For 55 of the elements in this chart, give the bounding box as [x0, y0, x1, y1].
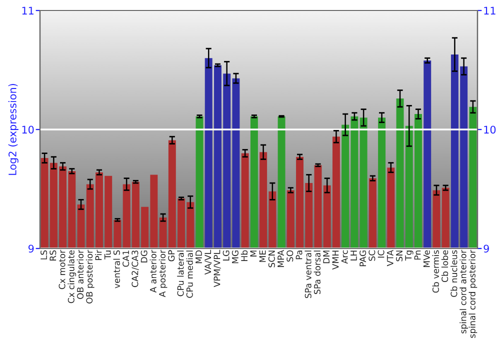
x-tick-label: CPu lateral	[177, 250, 184, 296]
x-tick-label: Cb vermis	[432, 250, 439, 293]
x-tick-label: VA/VL	[204, 250, 212, 275]
x-tick-label: CA2/CA3	[132, 250, 139, 288]
y-axis-title: Log2 (expression)	[8, 84, 18, 175]
x-tick-label: Tu	[104, 250, 111, 260]
x-tick-label: spinal cord anterior	[460, 250, 468, 334]
x-tick-label: LH	[350, 250, 357, 260]
x-tick-label: SPa dorsal	[314, 250, 320, 294]
y-tick-label: 9	[28, 244, 34, 253]
x-tick-label: SPa ventral	[304, 250, 312, 298]
x-tick-label: Tg	[405, 250, 414, 261]
x-tick-label: Pa	[296, 250, 302, 260]
x-tick-label: SC	[368, 250, 376, 261]
x-tick-label: GP	[168, 250, 175, 262]
x-tick-label: Cx cingulate	[68, 250, 76, 304]
x-tick-label: RS	[50, 250, 56, 260]
x-tick-label: SO	[286, 250, 294, 262]
x-tick-label: Cx motor	[58, 250, 66, 290]
x-tick-label: CA1	[122, 250, 130, 267]
x-tick-label: LS	[40, 250, 48, 260]
y-tick-label: 10	[22, 126, 34, 134]
y2-tick-label: 11	[484, 6, 496, 14]
y2-tick-label: 9	[484, 244, 489, 253]
x-tick-label: IC	[378, 250, 384, 258]
x-tick-label: OB anterior	[76, 250, 84, 299]
x-tick-label: A anterior	[150, 250, 156, 293]
x-tick-label: Arc	[341, 250, 348, 264]
x-tick-label: Cb nucleus	[450, 250, 458, 297]
x-tick-label: MG	[232, 250, 238, 264]
x-tick-label: A posterior	[158, 250, 168, 298]
x-tick-label: Pir	[95, 250, 102, 260]
x-tick-label: VPM/VPL	[214, 250, 221, 288]
x-tick-label: VMH	[332, 250, 339, 270]
x-tick-label: ME	[259, 250, 266, 262]
x-tick-label: spinal cord posterior	[468, 250, 478, 338]
y-tick-label: 11	[22, 6, 34, 14]
x-tick-label: VTA	[387, 250, 394, 266]
x-tick-label: MD	[196, 250, 202, 264]
x-tick-label: CPu medial	[186, 250, 193, 298]
x-tick-label: SN	[396, 250, 403, 262]
x-tick-label: OB posterior	[86, 250, 94, 304]
x-tick-label: Pn	[414, 250, 421, 260]
x-tick-label: SCN	[268, 250, 275, 268]
x-tick-label: M	[250, 250, 257, 256]
x-tick-label: LG	[222, 250, 230, 261]
x-tick-label: Hb	[240, 250, 248, 261]
x-tick-label: PAG	[360, 250, 366, 266]
x-tick-label: MPA	[278, 250, 284, 268]
x-tick-label: MVe	[423, 250, 430, 267]
x-tick-label: DG	[140, 250, 148, 262]
x-tick-label: ventral S	[113, 250, 120, 288]
y2-tick-label: 10	[484, 126, 496, 134]
x-tick-label: Cb lobe	[441, 250, 448, 282]
x-tick-label: DM	[323, 250, 330, 264]
